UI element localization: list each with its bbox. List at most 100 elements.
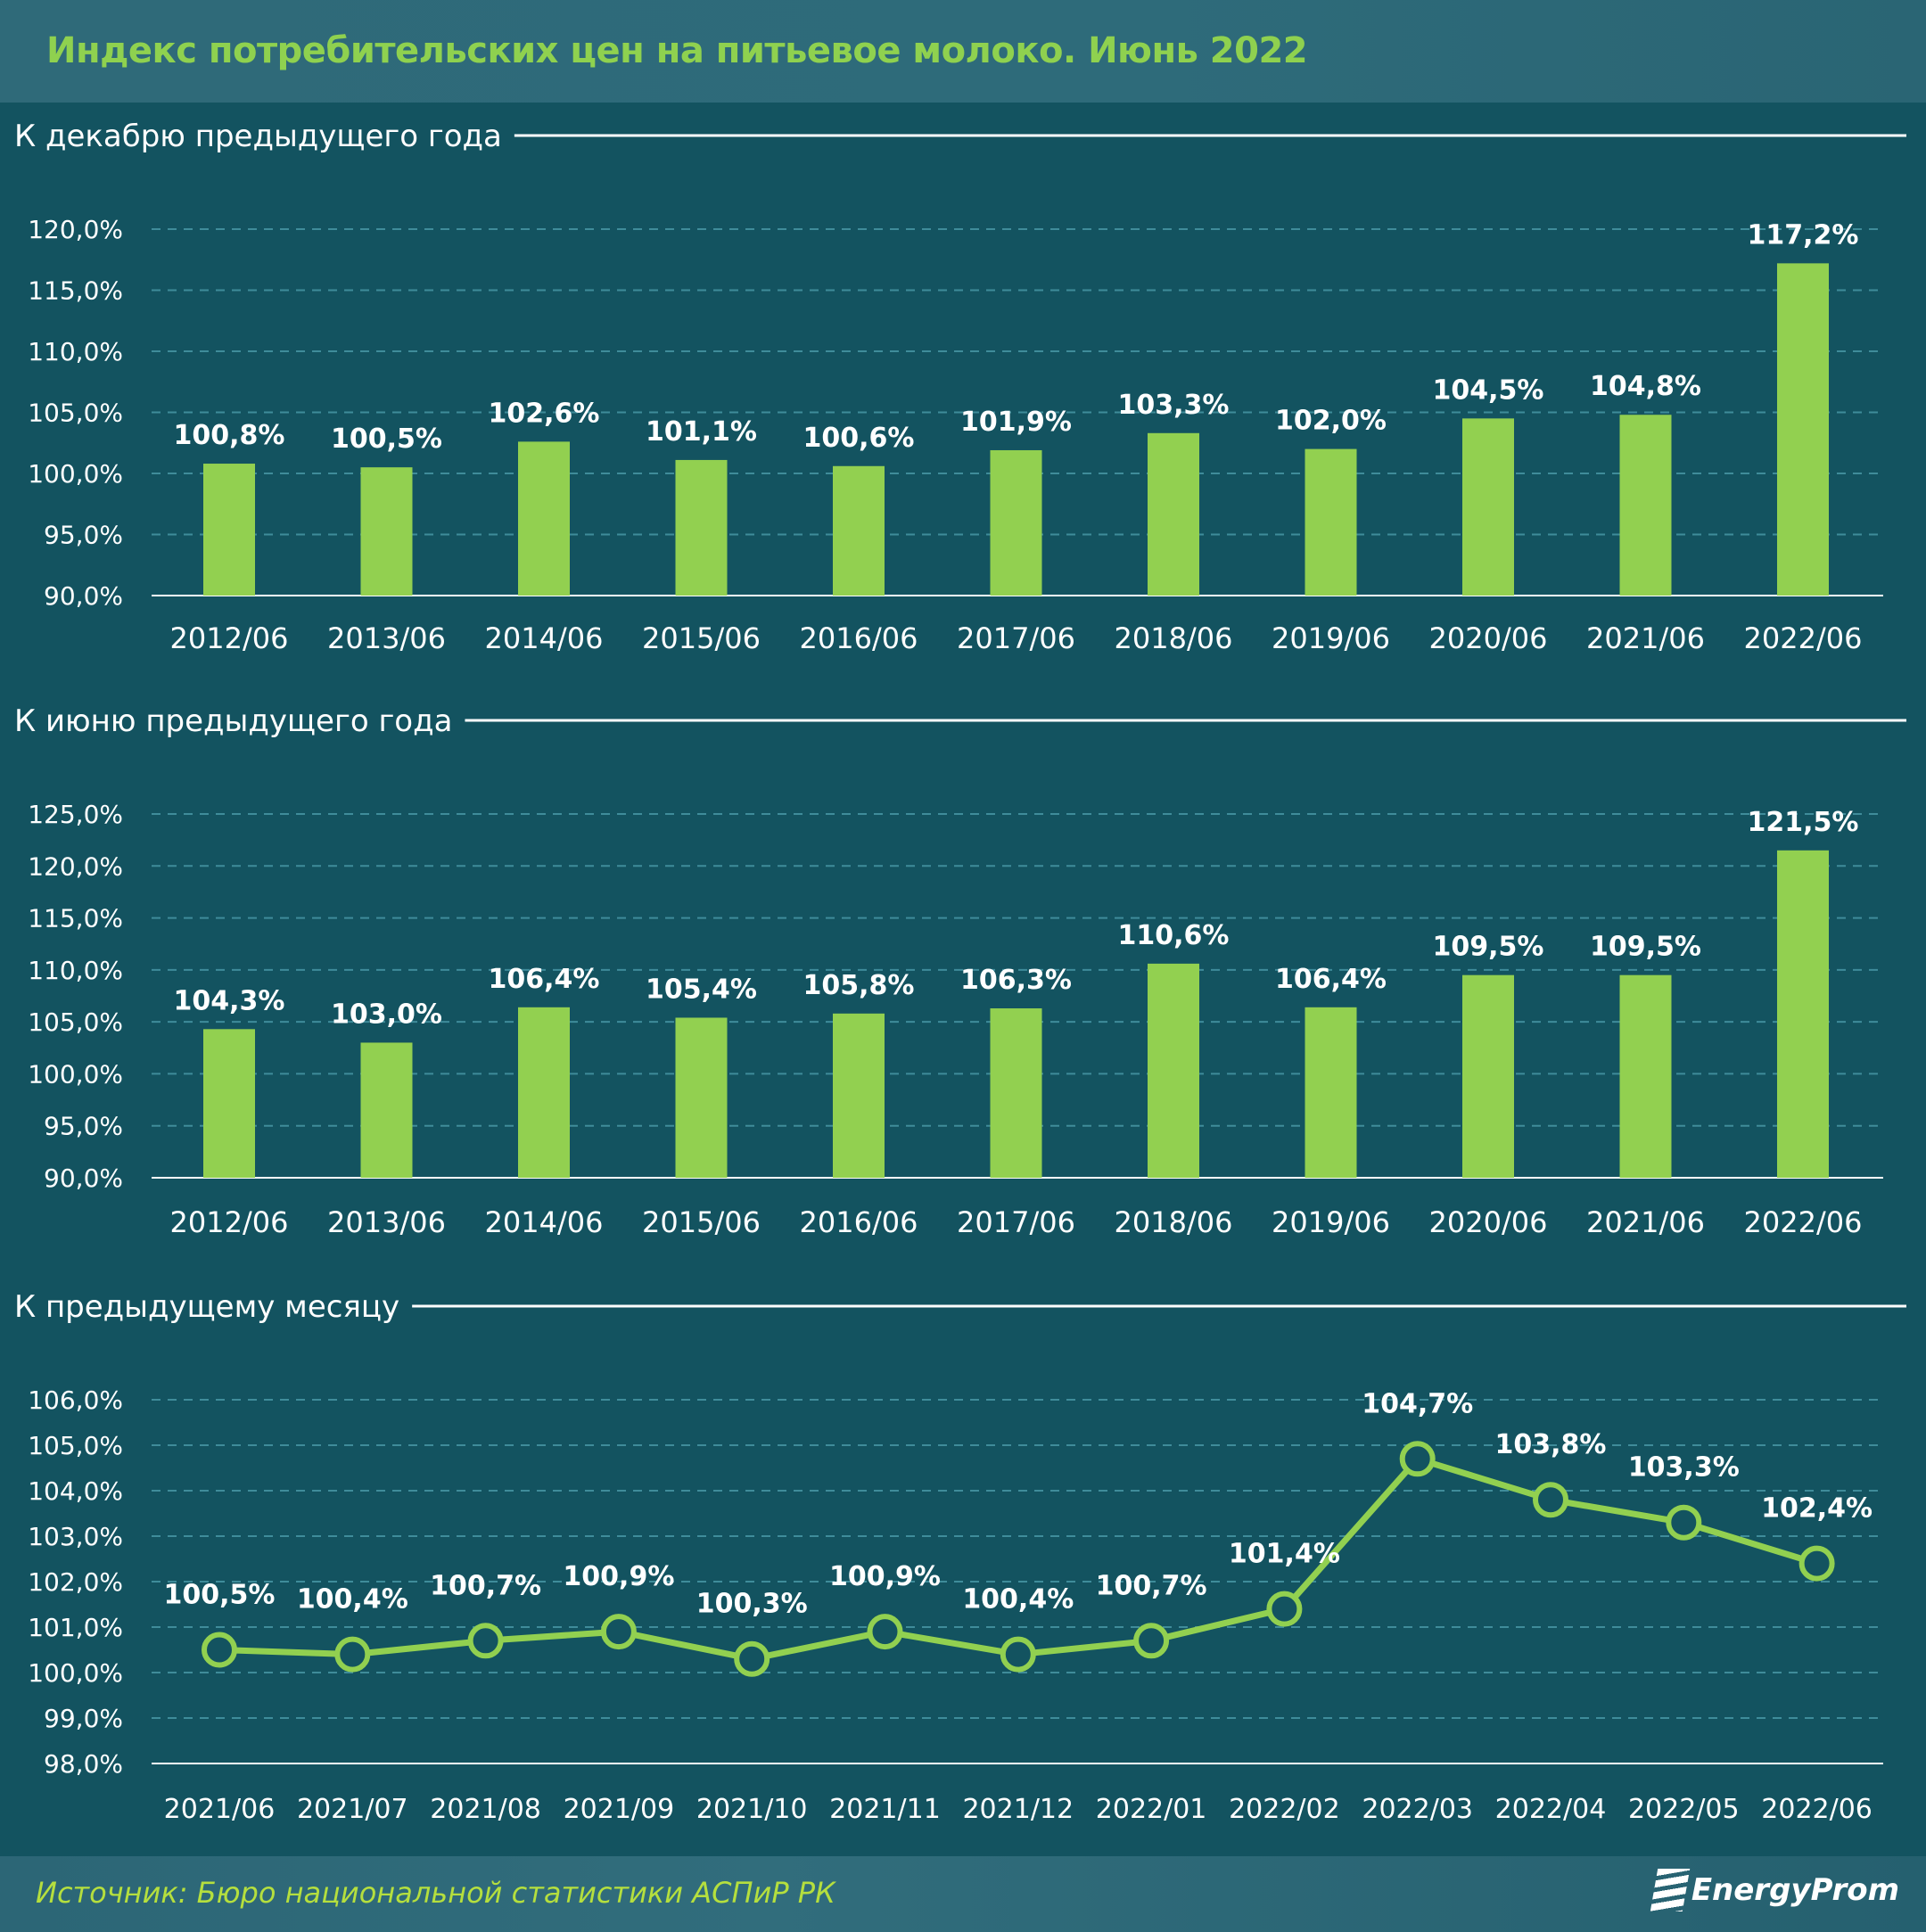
data-label: 109,5% [1590,932,1701,963]
bar [833,1013,885,1178]
data-label: 106,3% [960,965,1072,996]
y-tick-label: 102,0% [28,1567,123,1597]
data-point [1533,1482,1568,1518]
data-point [1000,1636,1036,1673]
data-label: 100,6% [803,423,915,454]
data-label: 121,5% [1748,807,1859,838]
data-point [600,1614,637,1650]
bar [1462,974,1514,1178]
data-label: 105,4% [646,974,757,1005]
bar [1619,974,1672,1178]
bar [833,465,885,596]
y-tick-label: 90,0% [44,581,123,611]
bar [990,1007,1042,1178]
x-tick-label: 2016/06 [800,621,918,655]
bar [990,449,1042,596]
x-tick-label: 2022/06 [1744,1205,1863,1239]
x-tick-label: 2022/05 [1628,1794,1740,1825]
x-tick-label: 2017/06 [957,621,1075,655]
data-label: 100,7% [430,1570,541,1601]
x-tick-label: 2013/06 [327,1205,446,1239]
data-label: 100,3% [696,1589,808,1620]
data-label: 109,5% [1433,932,1544,963]
y-tick-label: 105,0% [28,1431,123,1460]
y-tick-label: 120,0% [28,851,123,881]
y-tick-label: 105,0% [28,399,123,428]
x-tick-label: 2021/06 [1586,1205,1705,1239]
bar [1777,850,1829,1178]
bar [1777,263,1829,596]
bar [203,464,255,596]
x-tick-label: 2012/06 [170,1205,289,1239]
data-point [467,1623,504,1659]
bar [675,459,728,596]
logo-mark-icon [1650,1869,1691,1911]
bar [1462,418,1514,596]
x-tick-label: 2016/06 [800,1205,918,1239]
data-label: 110,6% [1118,920,1230,951]
data-label: 104,3% [174,985,285,1016]
y-tick-label: 100,0% [28,1059,123,1089]
x-tick-label: 2020/06 [1429,621,1548,655]
y-tick-label: 105,0% [28,1007,123,1037]
data-point [334,1636,371,1673]
x-tick-label: 2015/06 [642,621,761,655]
header: Индекс потребительских цен на питьевое м… [0,0,1926,103]
x-tick-label: 2022/06 [1744,621,1863,655]
x-tick-label: 2014/06 [485,621,604,655]
y-tick-label: 125,0% [28,800,123,829]
series-line [218,1455,1818,1663]
y-tick-label: 99,0% [44,1704,123,1733]
x-tick-label: 2021/07 [297,1794,408,1825]
bar [360,1042,413,1178]
x-tick-label: 2018/06 [1115,1205,1233,1239]
x-tick-label: 2019/06 [1272,621,1390,655]
data-point [1399,1441,1436,1477]
y-tick-label: 101,0% [28,1613,123,1642]
data-label: 102,0% [1275,406,1387,437]
x-tick-label: 2017/06 [957,1205,1075,1239]
data-label: 103,8% [1495,1429,1607,1460]
bar [675,1017,728,1178]
y-tick-label: 110,0% [28,337,123,366]
data-label: 102,6% [489,398,600,429]
logo-text: EnergyProm [1691,1872,1899,1908]
x-tick-label: 2015/06 [642,1205,761,1239]
data-point [1133,1623,1170,1659]
data-label: 104,5% [1433,374,1544,406]
x-tick-label: 2021/11 [829,1794,941,1825]
bar [518,1007,570,1178]
bar [1305,1007,1357,1178]
x-tick-label: 2021/06 [164,1794,276,1825]
y-tick-label: 98,0% [44,1749,123,1779]
x-tick-label: 2020/06 [1429,1205,1548,1239]
y-tick-label: 95,0% [44,521,123,550]
y-tick-label: 115,0% [28,276,123,306]
source-note: Источник: Бюро национальной статистики А… [36,1876,835,1910]
data-label: 100,5% [331,423,442,455]
data-point [1666,1504,1702,1541]
y-tick-label: 110,0% [28,956,123,985]
bar [360,467,413,596]
y-tick-label: 106,0% [28,1385,123,1415]
data-label: 117,2% [1748,219,1859,251]
data-label: 104,8% [1590,371,1701,402]
energyprom-logo: EnergyProm [1650,1869,1899,1911]
y-tick-label: 100,0% [28,1658,123,1688]
y-tick-label: 115,0% [28,904,123,933]
x-tick-label: 2021/09 [564,1794,675,1825]
data-point [734,1640,770,1677]
x-tick-label: 2022/01 [1096,1794,1207,1825]
y-tick-label: 95,0% [44,1112,123,1141]
x-tick-label: 2012/06 [170,621,289,655]
data-label: 100,5% [164,1580,276,1611]
x-tick-label: 2014/06 [485,1205,604,1239]
y-tick-label: 103,0% [28,1522,123,1551]
data-label: 100,7% [1096,1570,1207,1601]
data-label: 106,4% [489,964,600,995]
y-tick-label: 90,0% [44,1163,123,1193]
data-label: 100,4% [962,1584,1074,1615]
data-label: 100,9% [829,1561,941,1592]
